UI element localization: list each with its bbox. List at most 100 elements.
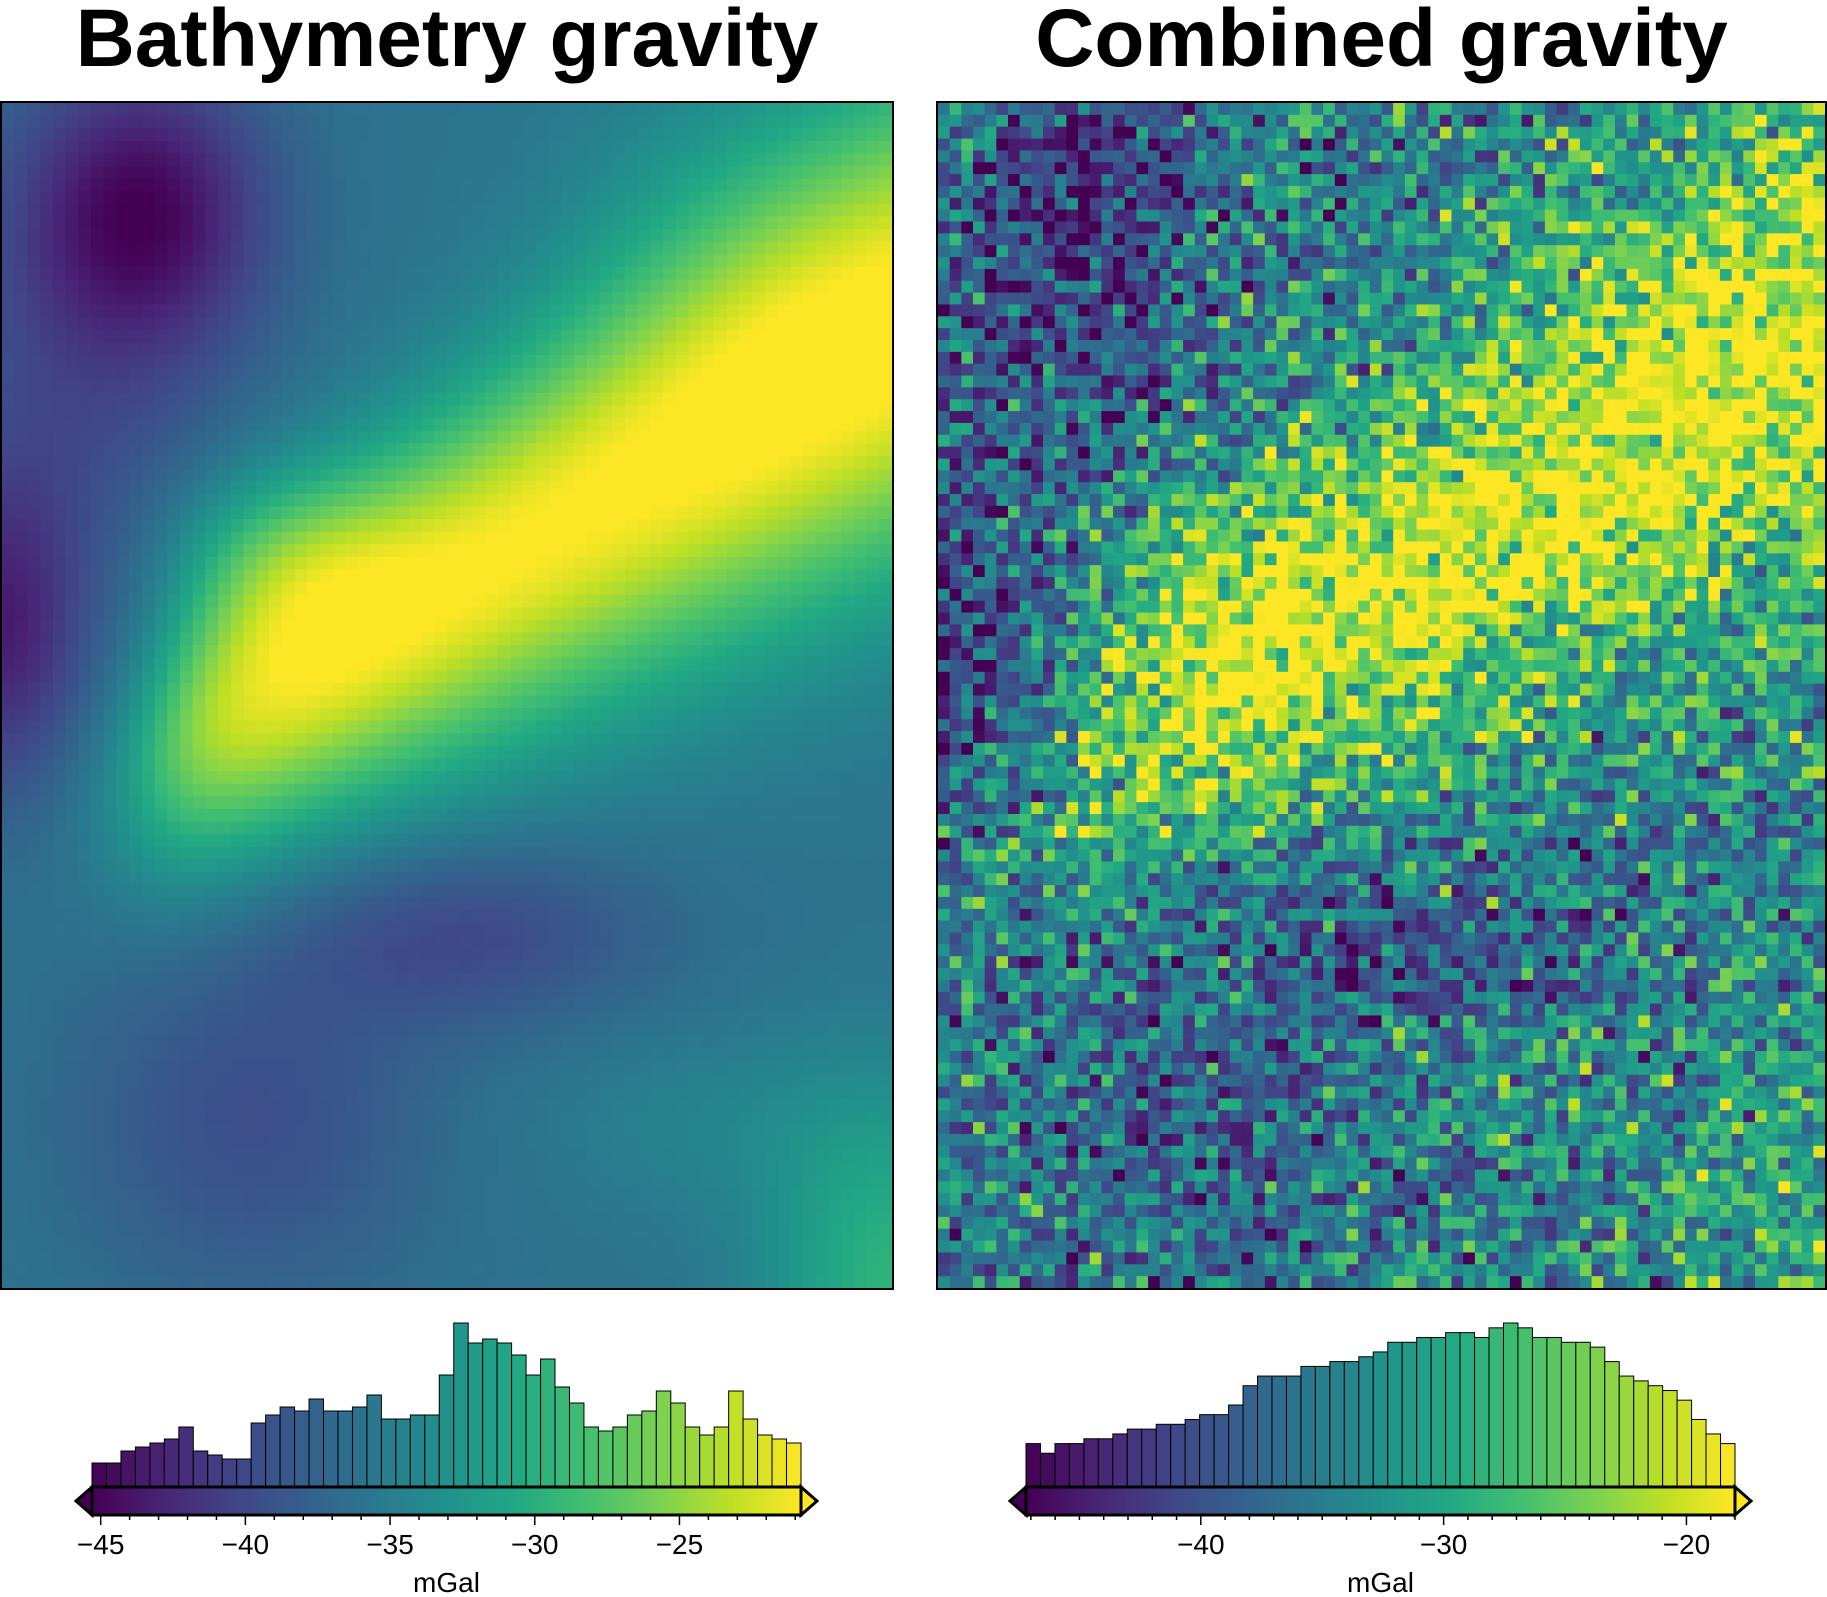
bathymetry-grid-cell bbox=[472, 783, 486, 797]
bathymetry-grid-cell bbox=[421, 960, 435, 974]
bathymetry-grid-cell bbox=[612, 392, 626, 407]
bathymetry-grid-cell bbox=[154, 808, 168, 823]
bathymetry-grid-cell bbox=[40, 897, 54, 911]
bathymetry-grid-cell bbox=[752, 985, 766, 999]
bathymetry-grid-cell bbox=[510, 909, 524, 924]
bathymetry-grid-cell bbox=[52, 632, 67, 646]
bathymetry-grid-cell bbox=[345, 279, 359, 293]
bathymetry-grid-cell bbox=[256, 380, 270, 394]
bathymetry-grid-cell bbox=[866, 254, 880, 268]
bathymetry-grid-cell bbox=[612, 960, 626, 974]
bathymetry-grid-cell bbox=[777, 619, 791, 634]
bathymetry-grid-cell bbox=[459, 821, 474, 835]
bathymetry-grid-cell bbox=[307, 556, 321, 571]
bathymetry-grid-cell bbox=[52, 670, 67, 684]
bathymetry-grid-cell bbox=[154, 506, 168, 520]
bathymetry-grid-cell bbox=[574, 254, 588, 268]
bathymetry-grid-cell bbox=[192, 405, 207, 419]
bathymetry-grid-cell bbox=[27, 682, 41, 697]
bathymetry-grid-cell bbox=[281, 657, 296, 671]
bathymetry-grid-cell bbox=[269, 405, 283, 419]
bathymetry-grid-cell bbox=[396, 418, 410, 432]
bathymetry-grid-cell bbox=[548, 292, 563, 306]
bathymetry-grid-cell bbox=[294, 733, 308, 747]
bathymetry-grid-cell bbox=[78, 405, 92, 419]
bathymetry-grid-cell bbox=[625, 859, 639, 873]
bathymetry-grid-cell bbox=[2, 720, 16, 734]
bathymetry-grid-cell bbox=[40, 594, 54, 608]
bathymetry-grid-cell bbox=[230, 796, 245, 810]
bathymetry-grid-cell bbox=[739, 418, 753, 432]
bathymetry-grid-cell bbox=[65, 481, 79, 495]
bathymetry-grid-cell bbox=[599, 506, 613, 520]
bathymetry-grid-cell bbox=[688, 733, 702, 747]
bathymetry-grid-cell bbox=[675, 191, 690, 205]
bathymetry-grid-cell bbox=[485, 531, 499, 545]
bathymetry-grid-cell bbox=[294, 632, 308, 646]
bathymetry-grid-cell bbox=[650, 405, 664, 419]
bathymetry-grid-cell bbox=[129, 443, 143, 457]
bathymetry-grid-cell bbox=[167, 443, 181, 457]
bathymetry-grid-cell bbox=[599, 708, 613, 722]
bathymetry-grid-cell bbox=[497, 922, 512, 936]
bathymetry-grid-cell bbox=[230, 531, 245, 545]
bathymetry-grid-cell bbox=[612, 758, 626, 772]
bathymetry-grid-cell bbox=[726, 544, 741, 558]
bathymetry-grid-cell bbox=[383, 720, 397, 734]
bathymetry-grid-cell bbox=[879, 569, 892, 583]
bathymetry-grid-cell bbox=[586, 733, 601, 747]
bathymetry-grid-cell bbox=[726, 947, 741, 961]
bathymetry-grid-cell bbox=[726, 128, 741, 142]
bathymetry-grid-cell bbox=[52, 304, 67, 318]
bathymetry-grid-cell bbox=[192, 128, 207, 142]
bathymetry-grid-cell bbox=[650, 682, 664, 697]
bathymetry-grid-cell bbox=[459, 632, 474, 646]
bathymetry-grid-cell bbox=[27, 594, 41, 608]
bathymetry-grid-cell bbox=[2, 266, 16, 281]
bathymetry-grid-cell bbox=[536, 619, 550, 634]
bathymetry-grid-cell bbox=[612, 947, 626, 961]
bathymetry-grid-cell bbox=[599, 191, 613, 205]
bathymetry-grid-cell bbox=[218, 279, 232, 293]
bathymetry-grid-cell bbox=[675, 519, 690, 533]
bathymetry-grid-cell bbox=[472, 191, 486, 205]
bathymetry-grid-cell bbox=[536, 493, 550, 508]
bathymetry-grid-cell bbox=[714, 531, 728, 545]
bathymetry-grid-cell bbox=[752, 657, 766, 671]
bathymetry-grid-cell bbox=[803, 140, 817, 155]
bathymetry-grid-cell bbox=[586, 178, 601, 192]
bathymetry-grid-cell bbox=[2, 481, 16, 495]
bathymetry-grid-cell bbox=[141, 657, 156, 671]
bathymetry-grid-cell bbox=[205, 972, 219, 987]
bathymetry-grid-cell bbox=[701, 632, 715, 646]
bathymetry-grid-cell bbox=[78, 153, 92, 167]
bathymetry-grid-cell bbox=[358, 884, 372, 898]
bathymetry-grid-cell bbox=[332, 342, 346, 356]
bathymetry-grid-cell bbox=[561, 519, 575, 533]
bathymetry-grid-cell bbox=[739, 216, 753, 230]
bathymetry-grid-cell bbox=[205, 682, 219, 697]
bathymetry-grid-cell bbox=[307, 443, 321, 457]
bathymetry-grid-cell bbox=[752, 229, 766, 243]
bathymetry-grid-cell bbox=[154, 191, 168, 205]
bathymetry-grid-cell bbox=[383, 947, 397, 961]
bathymetry-grid-cell bbox=[383, 745, 397, 760]
bathymetry-grid-cell bbox=[243, 506, 257, 520]
bathymetry-grid-cell bbox=[65, 493, 79, 508]
bathymetry-grid-cell bbox=[815, 544, 830, 558]
bathymetry-grid-cell bbox=[345, 544, 359, 558]
bathymetry-grid-cell bbox=[383, 153, 397, 167]
bathymetry-grid-cell bbox=[459, 682, 474, 697]
bathymetry-grid-cell bbox=[154, 455, 168, 470]
bathymetry-grid-cell bbox=[434, 519, 448, 533]
bathymetry-grid-cell bbox=[383, 783, 397, 797]
bathymetry-grid-cell bbox=[396, 657, 410, 671]
bathymetry-grid-cell bbox=[701, 897, 715, 911]
bathymetry-grid-cell bbox=[103, 619, 118, 634]
bathymetry-grid-cell bbox=[281, 519, 296, 533]
bathymetry-grid-cell bbox=[497, 871, 512, 886]
bathymetry-grid-cell bbox=[332, 115, 346, 129]
bathymetry-grid-cell bbox=[294, 493, 308, 508]
bathymetry-grid-cell bbox=[421, 266, 435, 281]
bathymetry-grid-cell bbox=[752, 682, 766, 697]
